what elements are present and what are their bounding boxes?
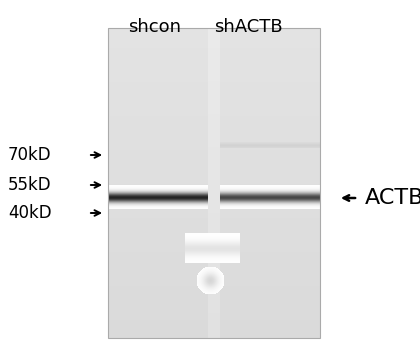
- Text: shACTB: shACTB: [214, 18, 282, 36]
- Text: 55kD: 55kD: [8, 176, 52, 194]
- Text: shcon: shcon: [129, 18, 181, 36]
- Text: 70kD: 70kD: [8, 146, 52, 164]
- Text: ACTB: ACTB: [365, 188, 420, 208]
- Bar: [108, 28, 320, 338]
- Text: 40kD: 40kD: [8, 204, 52, 222]
